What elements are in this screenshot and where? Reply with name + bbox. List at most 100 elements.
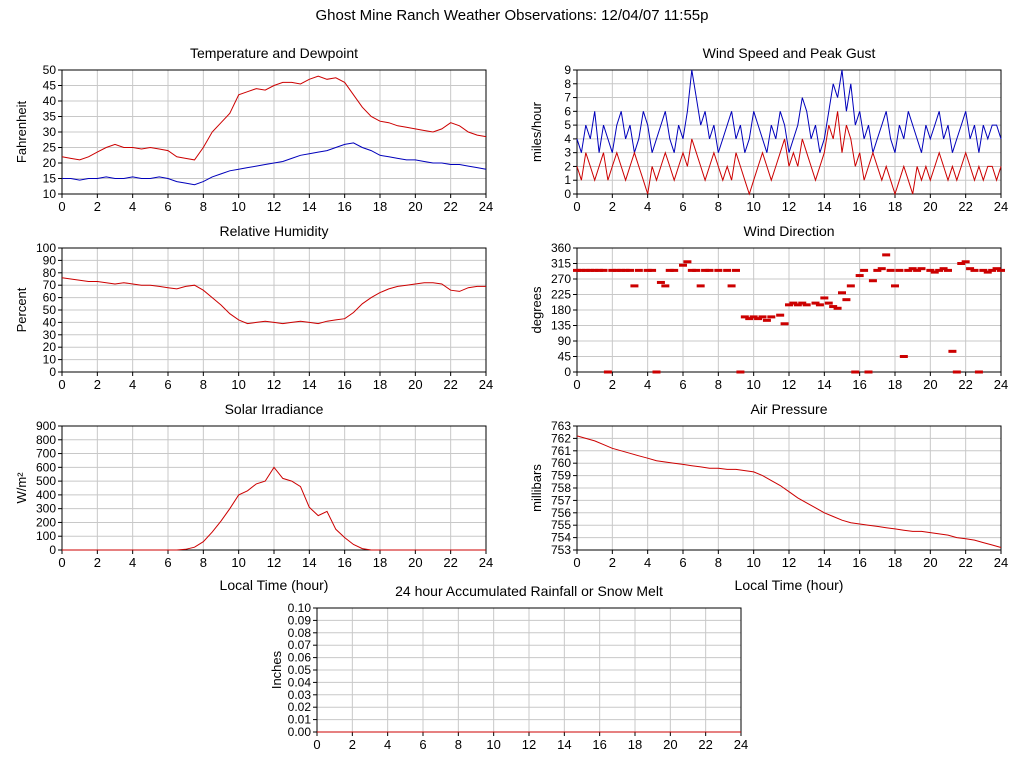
wind-direction-point (586, 268, 595, 272)
y-tick-label: 20 (43, 156, 57, 170)
x-tick-label: 4 (129, 199, 136, 214)
x-tick-label: 10 (746, 377, 760, 392)
x-tick-label: 12 (267, 555, 281, 570)
x-tick-label: 22 (443, 377, 457, 392)
x-tick-label: 20 (408, 199, 422, 214)
x-tick-label: 20 (408, 555, 422, 570)
x-tick-label: 6 (679, 555, 686, 570)
wind-direction-point (992, 267, 1001, 271)
y-tick-label: 759 (551, 469, 571, 483)
x-tick-label: 20 (663, 737, 677, 752)
wind-direction-point (762, 318, 771, 322)
wind-direction-point (864, 370, 873, 374)
y-tick-label: 5 (564, 118, 571, 132)
y-tick-label: 100 (36, 529, 56, 543)
x-tick-label: 4 (129, 377, 136, 392)
x-tick-label: 8 (715, 377, 722, 392)
y-axis-label: millibars (529, 464, 544, 512)
x-tick-label: 6 (164, 377, 171, 392)
wind-direction-point (595, 268, 604, 272)
wind-direction-point (997, 268, 1005, 272)
chart-title: Wind Speed and Peak Gust (703, 45, 876, 61)
x-tick-label: 14 (302, 377, 316, 392)
wind-direction-point (846, 284, 855, 288)
relative-humidity-svg: 0 2 4 6 8 10 12 14 16 18 20 22 240102030405060708090… (14, 223, 493, 392)
y-tick-label: 700 (36, 447, 56, 461)
wind-direction-point (824, 301, 833, 305)
y-tick-label: 100 (36, 241, 56, 255)
wind-direction-point (754, 317, 763, 321)
x-tick-label: 10 (746, 555, 760, 570)
wind-direction-point (908, 267, 917, 271)
wind-direction-point (603, 370, 612, 374)
wind-direction-point (683, 260, 692, 264)
x-tick-label: 16 (852, 199, 866, 214)
x-tick-label: 16 (592, 737, 606, 752)
y-tick-label: 0.08 (288, 626, 312, 640)
wind-direction-point (705, 268, 714, 272)
x-tick-label: 6 (679, 199, 686, 214)
y-tick-label: 10 (43, 187, 57, 201)
accumulated-rainfall-chart: 0 2 4 6 8 10 12 14 16 18 20 22 24 0.00 0.01 0.02 0.03 0.0… (269, 580, 749, 758)
wind-direction-chart: 0 2 4 6 8 10 12 14 16 18 20 22 24 0 45 90 135 180 225 270 31… (529, 220, 1009, 398)
wind-direction-point (785, 303, 793, 307)
solar-irradiance-chart: 0 2 4 6 8 10 12 14 16 18 20 22 24 0 100 200 300 400 500 600… (14, 398, 494, 594)
x-tick-label: 20 (923, 199, 937, 214)
wind-direction-point (944, 268, 952, 272)
x-tick-label: 10 (746, 199, 760, 214)
wind-direction-point (939, 267, 948, 271)
y-axis-label: miles/hour (529, 101, 544, 162)
wind-direction-point (692, 268, 701, 272)
y-tick-label: 7 (564, 91, 571, 105)
x-tick-label: 2 (609, 199, 616, 214)
wind-direction-point (723, 268, 732, 272)
y-tick-label: 135 (551, 319, 571, 333)
wind-direction-point (913, 268, 922, 272)
x-tick-label: 18 (373, 199, 387, 214)
y-tick-label: 0.06 (288, 651, 312, 665)
x-tick-label: 0 (58, 377, 65, 392)
y-tick-label: 0.01 (288, 713, 312, 727)
wind-direction-point (793, 303, 802, 307)
x-tick-label: 2 (94, 555, 101, 570)
wind-direction-point (802, 303, 811, 307)
y-tick-label: 15 (43, 172, 57, 186)
wind-direction-point (904, 268, 913, 272)
y-tick-label: 20 (43, 340, 57, 354)
x-tick-label: 12 (782, 555, 796, 570)
chart-title: 24 hour Accumulated Rainfall or Snow Mel… (395, 583, 663, 599)
x-tick-label: 22 (443, 199, 457, 214)
x-tick-label: 10 (486, 737, 500, 752)
wind-direction-point (851, 370, 860, 374)
x-tick-label: 0 (313, 737, 320, 752)
chart-title: Solar Irradiance (225, 401, 324, 417)
x-tick-label: 12 (267, 377, 281, 392)
y-tick-label: 400 (36, 488, 56, 502)
x-tick-label: 24 (479, 555, 493, 570)
wind-direction-point (930, 270, 939, 274)
wind-direction-point (732, 268, 740, 272)
x-tick-label: 6 (679, 377, 686, 392)
wind-direction-point (776, 313, 785, 317)
y-tick-label: 180 (551, 303, 571, 317)
wind-direction-point (736, 370, 745, 374)
y-tick-label: 762 (551, 431, 571, 445)
wind-direction-point (634, 268, 643, 272)
x-tick-label: 12 (782, 199, 796, 214)
y-tick-label: 0.10 (288, 601, 312, 615)
wind-direction-point (679, 263, 687, 267)
x-tick-label: 2 (94, 377, 101, 392)
y-tick-label: 25 (43, 141, 57, 155)
x-tick-label: 6 (419, 737, 426, 752)
wind-direction-point (573, 268, 581, 272)
y-tick-label: 9 (564, 63, 571, 77)
wind-direction-point (948, 349, 957, 353)
wind-direction-point (630, 284, 639, 288)
x-tick-label: 14 (817, 377, 831, 392)
y-tick-label: 900 (36, 419, 56, 433)
y-tick-label: 0.04 (288, 675, 312, 689)
wind-direction-point (780, 322, 789, 326)
x-tick-label: 4 (129, 555, 136, 570)
wind-direction-point (979, 268, 988, 272)
x-tick-label: 22 (698, 737, 712, 752)
